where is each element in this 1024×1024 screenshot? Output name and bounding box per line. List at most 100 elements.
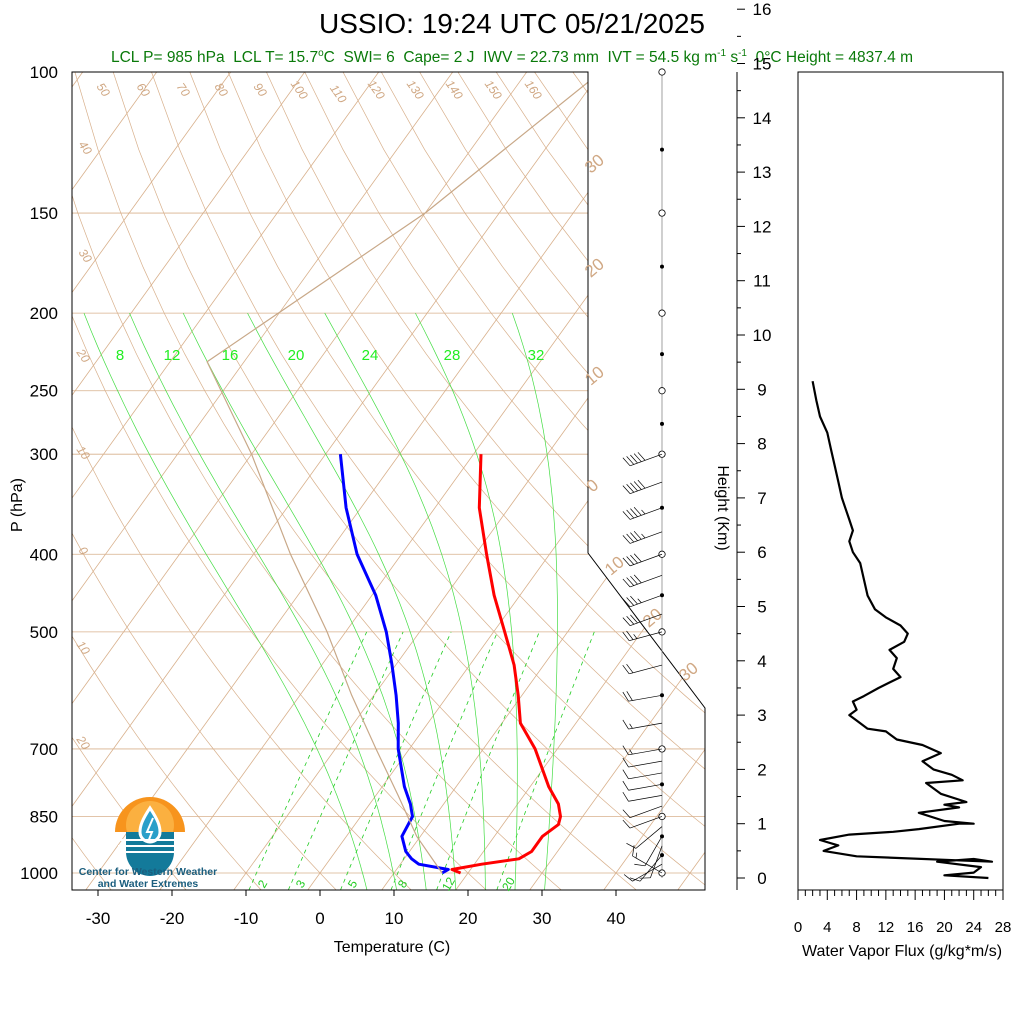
- pressure-tick-label: 100: [30, 63, 58, 82]
- moist-adiabat-line: [247, 312, 457, 890]
- pressure-tick-label: 250: [30, 382, 58, 401]
- mixing-ratio-line: [340, 631, 452, 890]
- wind-barb-flag: [622, 578, 631, 588]
- wind-barb-flag: [626, 663, 634, 674]
- lcl-t: LCL T= 15.7: [233, 49, 319, 67]
- wind-barb-shaft: [629, 631, 663, 642]
- pressure-tick-label: 850: [30, 807, 58, 826]
- height-tick-label: 9: [757, 380, 766, 399]
- dry-adiabat-line: [72, 426, 412, 890]
- dry-adiabat-label: 50: [94, 80, 113, 99]
- dry-adiabat-label: 40: [76, 138, 95, 157]
- isotherm-line: [72, 72, 306, 396]
- dry-adiabat-label: 120: [365, 77, 388, 102]
- wind-barb-shaft: [629, 453, 663, 467]
- wind-level-circle: [658, 309, 666, 317]
- wind-barb-flag: [622, 819, 631, 829]
- wind-barb-flag: [626, 843, 637, 849]
- wind-barb-flag: [633, 481, 642, 490]
- dry-adiabat-label: 10: [74, 443, 93, 462]
- height-tick-label: 2: [757, 760, 766, 779]
- flux-tick-label: 4: [823, 919, 831, 936]
- dry-adiabat-label: 100: [288, 77, 311, 102]
- wind-barb-shaft: [629, 805, 663, 819]
- pressure-tick-label: 1000: [20, 864, 58, 883]
- wind-barb-flag: [630, 532, 638, 541]
- flux-tick-label: 0: [794, 919, 802, 936]
- temp-tick-label: -20: [160, 909, 185, 928]
- wind-barb-shaft: [628, 694, 663, 702]
- wind-barb-half-flag: [635, 852, 638, 859]
- wind-level-circle: [658, 68, 666, 76]
- temp-tick-label: 0: [315, 909, 324, 928]
- wind-barb-flag: [622, 791, 629, 802]
- wind-barb-flag: [637, 452, 646, 461]
- wind-barb-flag: [626, 456, 635, 465]
- wind-barb-flag: [633, 531, 642, 540]
- height-tick-label: 1: [757, 815, 766, 834]
- dry-adiabat-line: [342, 72, 705, 551]
- mixing-ratio-label: 2: [255, 877, 271, 890]
- wind-barb-shaft: [628, 748, 663, 756]
- moist-adiabat-line: [324, 312, 486, 890]
- wind-level-dot: [660, 264, 665, 269]
- wind-level-dot: [660, 421, 665, 426]
- chart-title: USSIO: 19:24 UTC 05/21/2025: [319, 8, 705, 39]
- isotherm-line: [603, 748, 705, 890]
- flux-panel-frame: [797, 71, 1004, 891]
- flux-tick-label: 24: [965, 919, 982, 936]
- wind-barb-shaft: [628, 783, 663, 791]
- height-axis-label: Height (Km): [714, 465, 731, 550]
- isotherm-line: [233, 234, 705, 890]
- wind-barb-flag: [633, 507, 642, 516]
- temp-tick-label: -30: [86, 909, 111, 928]
- dry-adiabat-label: 150: [482, 77, 505, 102]
- temp-tick-label: -10: [234, 909, 259, 928]
- wind-barb-shaft: [629, 531, 663, 544]
- moist-adiabat-label: 16: [222, 347, 239, 364]
- dry-adiabat-label: 20: [73, 345, 93, 365]
- dry-adiabat-line: [72, 315, 487, 890]
- height-tick-label: 13: [753, 163, 772, 182]
- wind-barb-half-flag: [637, 598, 642, 603]
- height-tick-label: 7: [757, 489, 766, 508]
- wind-barb-shaft: [629, 613, 663, 626]
- dry-adiabat-line: [72, 194, 562, 890]
- isotherm-line: [455, 543, 705, 890]
- wind-barb-flag: [622, 457, 631, 467]
- wind-barb-flag: [630, 595, 638, 605]
- wind-barb-half-flag: [629, 723, 633, 729]
- pressure-tick-label: 400: [30, 545, 58, 564]
- height-tick-label: 15: [753, 55, 772, 74]
- moist-adiabat-line: [129, 312, 397, 890]
- dry-adiabat-line: [112, 72, 705, 886]
- height-tick-label: 16: [753, 0, 772, 19]
- wind-barb-flag: [626, 597, 635, 606]
- flux-tick-label: 28: [995, 919, 1012, 936]
- parcel-profile: [206, 72, 602, 874]
- wind-barb-flag: [630, 454, 638, 464]
- x-axis-label: Temperature (C): [334, 939, 450, 956]
- flux-tick-label: 8: [852, 919, 860, 936]
- dry-adiabat-line: [304, 72, 705, 604]
- pressure-tick-label: 500: [30, 623, 58, 642]
- dry-adiabat-label: 0: [76, 544, 91, 558]
- wind-barb-shaft: [628, 760, 663, 768]
- wind-barb-shaft: [632, 855, 663, 874]
- wind-barb-flag: [622, 535, 631, 544]
- isotherm-line: [72, 72, 602, 808]
- wind-barb-flag: [630, 614, 638, 624]
- moist-adiabat-line: [415, 312, 518, 890]
- dry-adiabat-label: 80: [212, 80, 231, 99]
- wind-barb-shaft: [635, 826, 663, 849]
- mixing-ratio-line: [496, 631, 595, 890]
- dry-adiabat-line: [266, 72, 705, 659]
- mixing-ratio-line: [287, 631, 404, 890]
- flux-tick-label: 20: [936, 919, 953, 936]
- pressure-tick-label: 300: [30, 445, 58, 464]
- wind-barb-shaft: [629, 507, 663, 520]
- dry-adiabat-label: 20: [73, 732, 93, 752]
- flux-axis-label: Water Vapor Flux (g/kg*m/s): [802, 943, 1002, 960]
- wind-barb-shaft: [628, 772, 663, 780]
